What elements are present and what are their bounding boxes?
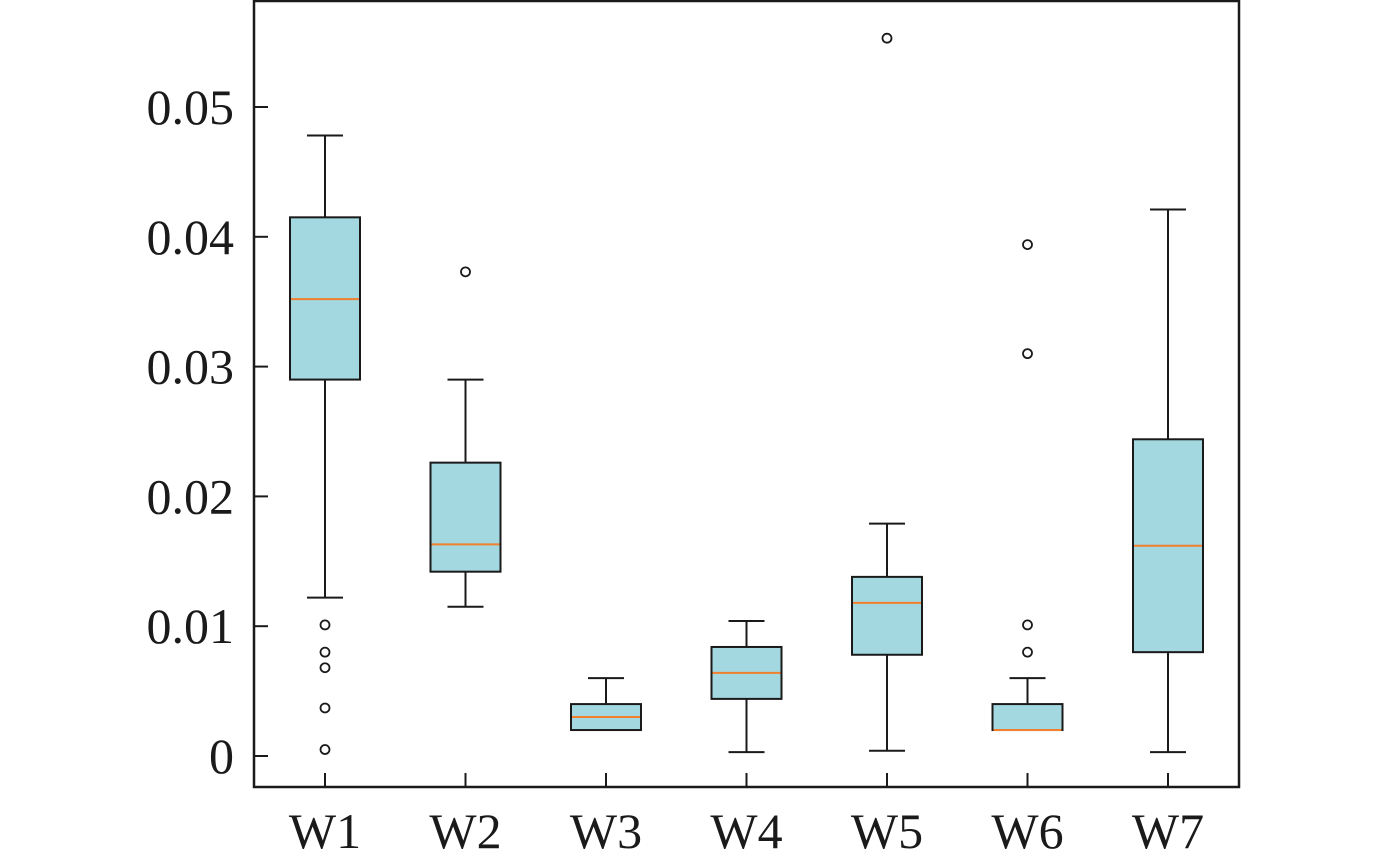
x-tick-label: W5: [851, 803, 923, 859]
outlier-point: [1022, 619, 1033, 631]
x-axis: W1 W2 W3 W4 W5 W6 W7: [289, 773, 1204, 859]
outlier-point: [319, 702, 331, 714]
box-group-w1: [289, 134, 361, 755]
outlier-point: [1022, 348, 1033, 360]
x-tick-label: W6: [991, 803, 1063, 859]
outlier-point: [1022, 239, 1033, 250]
outlier-point: [881, 32, 893, 44]
y-tick-label: 0: [209, 728, 234, 784]
box-group-w6: [991, 239, 1064, 732]
outlier-point: [319, 619, 331, 631]
x-tick-label: W2: [429, 803, 501, 859]
outlier-point: [319, 646, 331, 658]
iqr-box: [429, 461, 502, 573]
y-tick-label: 0.04: [147, 209, 235, 265]
y-tick-label: 0.02: [147, 468, 235, 524]
box-group-w7: [1132, 208, 1204, 754]
outlier-point: [319, 662, 331, 674]
x-tick-label: W3: [570, 803, 642, 859]
x-tick-label: W4: [710, 803, 782, 859]
box-group-w3: [570, 677, 642, 732]
box-group-w5: [851, 32, 923, 752]
y-tick-label: 0.01: [147, 598, 235, 654]
boxes: [289, 32, 1204, 755]
y-axis: 0 0.01 0.02 0.03 0.04 0.05: [147, 79, 268, 784]
box-group-w2: [429, 266, 502, 608]
iqr-box: [991, 703, 1064, 732]
y-tick-label: 0.05: [147, 79, 235, 135]
x-tick-label: W1: [289, 803, 361, 859]
iqr-box: [851, 575, 923, 656]
outlier-point: [1022, 646, 1033, 658]
outlier-point: [460, 266, 471, 278]
box-group-w4: [710, 620, 783, 754]
y-tick-label: 0.03: [147, 339, 235, 395]
x-tick-label: W7: [1132, 803, 1204, 859]
outlier-point: [319, 744, 331, 755]
